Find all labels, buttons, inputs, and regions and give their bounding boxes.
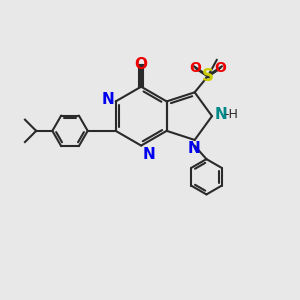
Text: S: S xyxy=(202,67,214,85)
Text: N: N xyxy=(101,92,114,107)
Text: O: O xyxy=(214,61,226,75)
Text: N: N xyxy=(142,147,155,162)
Text: -H: -H xyxy=(224,108,238,121)
Text: O: O xyxy=(190,61,202,75)
Text: N: N xyxy=(188,141,200,156)
Text: N: N xyxy=(215,107,228,122)
Text: O: O xyxy=(135,57,148,72)
